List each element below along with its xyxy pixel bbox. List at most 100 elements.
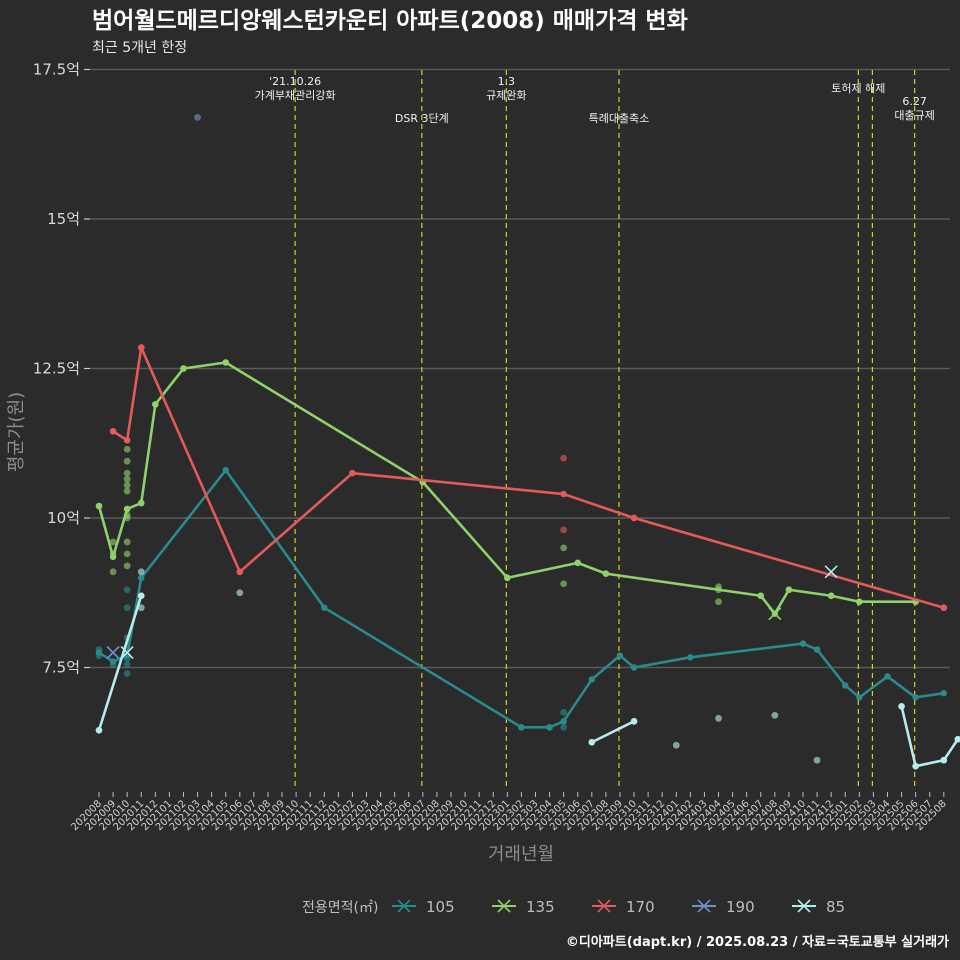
line-point xyxy=(884,673,891,680)
line-point xyxy=(912,694,919,701)
legend-key-cross xyxy=(797,899,811,913)
data-point xyxy=(123,550,131,558)
y-tick-label: 17.5억 xyxy=(33,61,80,79)
data-point xyxy=(715,598,722,606)
line-point xyxy=(799,640,807,647)
line-point xyxy=(123,437,131,444)
source-caption: ©디아파트(dapt.kr) / 2025.08.23 / 자료=국토교통부 실… xyxy=(566,934,949,950)
event-label: 6.27 대출규제 xyxy=(894,95,934,122)
line-point xyxy=(588,676,595,683)
line-point xyxy=(138,574,145,581)
line-point xyxy=(954,736,960,743)
line-point xyxy=(95,502,103,510)
line-point xyxy=(138,344,145,351)
cross-stroke xyxy=(597,899,611,913)
data-point xyxy=(123,457,131,465)
line-point xyxy=(95,649,103,656)
line-point xyxy=(109,428,117,435)
line-point xyxy=(940,756,947,764)
grid xyxy=(84,68,950,669)
series-85 xyxy=(95,565,960,770)
data-point xyxy=(123,475,131,483)
line-point xyxy=(180,365,187,372)
cross-marker xyxy=(120,645,134,660)
data-point xyxy=(137,604,145,612)
data-point xyxy=(123,604,131,612)
line-point xyxy=(588,739,595,746)
series-line-105 xyxy=(97,468,946,729)
y-axis: 7.5억 10억 12.5억 15억 17.5억 xyxy=(33,61,90,677)
line-point xyxy=(630,718,638,725)
y-tick-label: 7.5억 xyxy=(42,659,80,677)
series-line-85 xyxy=(97,594,143,732)
cross-stroke xyxy=(697,899,711,913)
event-label: 1.3 규제완화 xyxy=(486,75,526,102)
data-point xyxy=(123,487,131,495)
line-point xyxy=(560,718,567,725)
legend: 전용면적(㎡) 105 135 170 190 85 xyxy=(302,898,845,916)
legend-key-cross xyxy=(397,899,411,913)
data-point xyxy=(560,580,568,588)
line-point xyxy=(518,724,525,731)
data-point xyxy=(560,544,568,552)
line-point xyxy=(95,727,103,734)
data-point xyxy=(109,538,117,546)
chart-subtitle: 최근 5개년 한정 xyxy=(92,40,187,56)
line-point xyxy=(152,401,159,408)
series-line-85 xyxy=(590,720,636,744)
legend-label: 85 xyxy=(826,898,845,916)
x-axis: 2020082020092020102020112020122021012021… xyxy=(69,792,949,833)
cross-stroke xyxy=(497,899,511,913)
data-point xyxy=(771,711,779,719)
x-axis-label: 거래년월 xyxy=(488,844,554,865)
line-point xyxy=(138,592,145,599)
line-point xyxy=(687,654,694,661)
line-point xyxy=(827,592,835,599)
line-point xyxy=(813,646,821,653)
line-point xyxy=(138,499,145,507)
data-point xyxy=(123,586,131,594)
series-105 xyxy=(95,466,947,731)
line-point xyxy=(546,724,553,731)
line-point xyxy=(349,469,356,477)
line-point xyxy=(856,694,863,701)
cross-stroke xyxy=(824,565,838,579)
line-point xyxy=(785,586,793,593)
event-label: 토허제 해제 xyxy=(831,81,885,95)
event-label: '21.10.26 가계부채관리강화 xyxy=(255,75,336,102)
event-label: 특례대출축소 xyxy=(589,112,650,125)
data-point xyxy=(560,708,568,716)
line-point xyxy=(109,553,117,561)
y-tick-label: 15억 xyxy=(47,210,80,228)
cross-marker xyxy=(824,565,838,579)
legend-key-cross xyxy=(697,899,711,913)
data-point xyxy=(123,538,131,546)
data-point xyxy=(560,526,568,534)
data-point xyxy=(813,756,821,764)
line-point xyxy=(602,570,610,577)
data-point xyxy=(123,481,131,489)
line-point xyxy=(574,559,581,567)
event-label: DSR 3단계 xyxy=(395,112,449,125)
line-point xyxy=(842,682,849,689)
series-135 xyxy=(95,359,920,621)
line-point xyxy=(616,652,624,659)
series-layer xyxy=(95,113,960,770)
series-190 xyxy=(106,113,201,660)
series-line-85 xyxy=(900,705,960,768)
cross-stroke xyxy=(797,899,811,913)
y-tick-label: 10억 xyxy=(47,509,80,527)
cross-marker xyxy=(768,607,782,621)
data-point xyxy=(123,670,131,677)
data-point xyxy=(560,723,568,731)
legend-key-cross xyxy=(497,899,511,913)
line-point xyxy=(630,664,638,671)
data-point xyxy=(123,562,131,570)
data-point xyxy=(715,714,722,722)
legend-label: 190 xyxy=(726,898,755,916)
line-point xyxy=(940,604,947,611)
data-point xyxy=(137,568,145,576)
line-point xyxy=(222,359,229,366)
line-point xyxy=(630,514,638,522)
